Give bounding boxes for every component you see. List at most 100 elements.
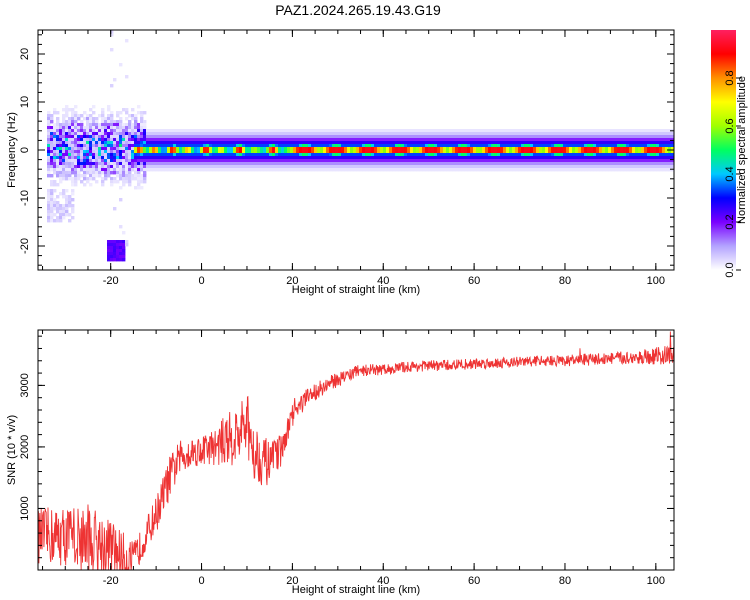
heatmap-cell: [518, 162, 522, 166]
heatmap-cell: [596, 144, 600, 148]
heatmap-cell: [653, 141, 657, 145]
heatmap-cell: [182, 150, 186, 154]
heatmap-cell: [584, 138, 588, 142]
heatmap-cell: [137, 159, 141, 163]
heatmap-cell: [365, 162, 369, 166]
heatmap-cell: [47, 126, 51, 130]
heatmap-cell: [629, 135, 633, 139]
heatmap-cell: [116, 111, 120, 115]
heatmap-cell: [170, 153, 174, 157]
heatmap-cell: [50, 117, 54, 121]
heatmap-cell: [539, 159, 543, 163]
heatmap-cell: [299, 162, 303, 166]
heatmap-cell: [383, 165, 387, 169]
heatmap-cell: [260, 141, 264, 145]
heatmap-cell: [92, 147, 96, 151]
heatmap-cell: [140, 180, 144, 184]
heatmap-cell: [128, 129, 132, 133]
heatmap-cell: [80, 138, 84, 142]
heatmap-cell: [587, 156, 591, 160]
heatmap-cell: [383, 168, 387, 172]
heatmap-cell: [53, 144, 57, 148]
heatmap-cell: [644, 132, 648, 136]
heatmap-cell: [83, 168, 87, 172]
heatmap-cell: [167, 141, 171, 145]
heatmap-cell: [86, 171, 90, 175]
heatmap-cell: [65, 141, 69, 145]
heatmap-cell: [206, 168, 210, 172]
heatmap-cell: [122, 174, 126, 178]
heatmap-cell: [653, 129, 657, 133]
heatmap-cell: [488, 168, 492, 172]
heatmap-cell: [98, 123, 102, 127]
heatmap-cell: [380, 168, 384, 172]
heatmap-cell: [359, 141, 363, 145]
heatmap-cell: [149, 144, 153, 148]
heatmap-cell: [512, 162, 516, 166]
heatmap-cell: [101, 153, 105, 157]
heatmap-cell: [80, 162, 84, 166]
heatmap-cell: [374, 168, 378, 172]
heatmap-cell: [239, 159, 243, 163]
heatmap-cell: [428, 138, 432, 142]
heatmap-cell: [620, 147, 624, 151]
heatmap-cell: [134, 126, 138, 130]
heatmap-cell: [659, 150, 663, 154]
heatmap-cell: [125, 132, 129, 136]
heatmap-cell: [53, 123, 57, 127]
heatmap-cell: [413, 150, 417, 154]
heatmap-cell: [356, 150, 360, 154]
heatmap-cell: [74, 144, 78, 148]
heatmap-cell: [410, 159, 414, 163]
heatmap-cell: [47, 120, 51, 124]
heatmap-cell: [125, 168, 129, 172]
heatmap-cell: [536, 162, 540, 166]
heatmap-cell: [59, 174, 63, 178]
heatmap-cell: [356, 129, 360, 133]
heatmap-cell: [212, 144, 216, 148]
heatmap-cell: [317, 129, 321, 133]
heatmap-cell: [554, 159, 558, 163]
heatmap-cell: [257, 141, 261, 145]
heatmap-cell: [620, 156, 624, 160]
heatmap-cell: [83, 162, 87, 166]
x-tick-label: -20: [103, 575, 119, 587]
heatmap-cell: [656, 138, 660, 142]
heatmap-cell: [125, 180, 129, 184]
heatmap-cell: [515, 129, 519, 133]
heatmap-cell: [263, 129, 267, 133]
heatmap-cell: [62, 129, 66, 133]
heatmap-cell: [290, 132, 294, 136]
heatmap-cell: [275, 144, 279, 148]
heatmap-cell: [299, 144, 303, 148]
heatmap-cell: [398, 156, 402, 160]
heatmap-cell: [176, 162, 180, 166]
heatmap-cell: [473, 162, 477, 166]
heatmap-cell: [311, 147, 315, 151]
heatmap-cell: [617, 138, 621, 142]
heatmap-cell: [50, 210, 54, 214]
heatmap-cell: [602, 141, 606, 145]
heatmap-cell: [113, 78, 117, 82]
heatmap-cell: [200, 156, 204, 160]
heatmap-cell: [452, 150, 456, 154]
heatmap-cell: [464, 162, 468, 166]
heatmap-cell: [113, 171, 117, 175]
heatmap-cell: [443, 168, 447, 172]
heatmap-cell: [356, 132, 360, 136]
heatmap-cell: [323, 153, 327, 157]
heatmap-cell: [506, 138, 510, 142]
heatmap-cell: [77, 129, 81, 133]
heatmap-cell: [584, 156, 588, 160]
heatmap-cell: [134, 162, 138, 166]
heatmap-cell: [488, 147, 492, 151]
heatmap-cell: [62, 117, 66, 121]
heatmap-cell: [377, 162, 381, 166]
heatmap-cell: [515, 153, 519, 157]
heatmap-cell: [86, 150, 90, 154]
heatmap-cell: [140, 141, 144, 145]
heatmap-cell: [308, 150, 312, 154]
heatmap-cell: [329, 153, 333, 157]
heatmap-cell: [566, 132, 570, 136]
heatmap-cell: [206, 162, 210, 166]
